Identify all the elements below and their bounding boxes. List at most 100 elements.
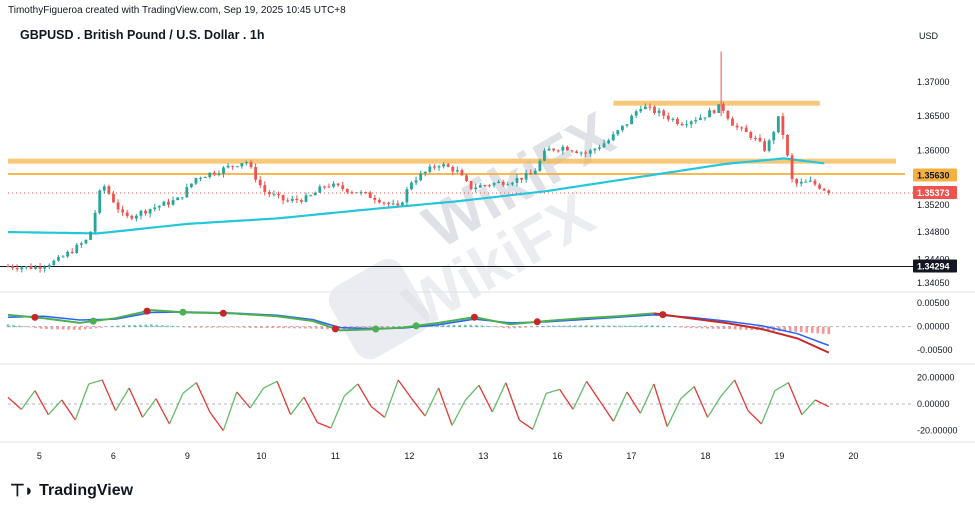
macd-cross-dot xyxy=(179,308,187,316)
macd-histogram-bar xyxy=(717,326,720,329)
candle-body xyxy=(180,197,184,199)
oscillator-line-segment xyxy=(155,398,171,425)
candle-body xyxy=(552,148,556,151)
candle-body xyxy=(795,179,799,184)
candle-body xyxy=(79,243,83,245)
macd-histogram-bar xyxy=(216,326,219,328)
candle-body xyxy=(396,203,400,206)
oscillator-line-segment xyxy=(760,390,776,425)
candle-body xyxy=(364,192,368,194)
candle-body xyxy=(731,118,734,126)
tradingview-logo[interactable]: ⊤◗ TradingView xyxy=(10,481,133,501)
macd-histogram-bar xyxy=(144,324,148,328)
candle-body xyxy=(322,186,326,188)
oscillator-line-segment xyxy=(491,382,507,413)
candle-body xyxy=(212,172,216,175)
candle-body xyxy=(61,256,65,258)
macd-histogram-bar xyxy=(320,326,324,330)
candle-body xyxy=(93,212,97,232)
candle-body xyxy=(813,180,817,185)
macd-axis-tick: 0.00000 xyxy=(917,322,950,332)
macd-histogram-bar xyxy=(397,326,401,328)
macd-histogram-bar xyxy=(72,326,76,330)
macd-histogram-bar xyxy=(667,326,671,328)
candle-body xyxy=(153,207,157,210)
candle-body xyxy=(520,177,523,180)
oscillator-line-segment xyxy=(639,383,655,414)
macd-histogram-bar xyxy=(111,326,114,328)
macd-histogram-bar xyxy=(634,325,638,328)
macd-histogram-bar xyxy=(485,325,489,328)
candle-body xyxy=(345,188,349,193)
oscillator-line-segment xyxy=(61,399,76,421)
candle-body xyxy=(639,109,643,112)
oscillator-line-segment xyxy=(693,386,709,418)
macd-histogram-bar xyxy=(491,326,495,328)
candle-body xyxy=(125,212,129,216)
candle-body xyxy=(598,147,601,149)
candle-body xyxy=(11,266,14,268)
candle-body xyxy=(621,125,624,131)
candle-body xyxy=(721,104,725,111)
candle-body xyxy=(290,198,294,201)
candle-body xyxy=(726,110,730,119)
candle-body xyxy=(391,203,395,205)
oscillator-line-segment xyxy=(532,393,547,430)
oscillator-line-segment xyxy=(249,387,265,409)
oscillator-line-segment xyxy=(586,380,601,402)
resistance-zone xyxy=(8,158,897,164)
price-axis-tick: 1.34400 xyxy=(917,254,950,264)
candle-body xyxy=(474,187,478,190)
macd-histogram-bar xyxy=(618,325,621,328)
macd-histogram-bar xyxy=(28,326,32,328)
oscillator-line-segment xyxy=(7,396,22,410)
candle-body xyxy=(616,130,620,135)
macd-histogram-bar xyxy=(127,325,131,328)
macd-histogram-bar xyxy=(574,325,577,328)
oscillator-axis-tick: 0.00000 xyxy=(917,399,950,409)
candle-body xyxy=(515,177,519,183)
candle-body xyxy=(171,200,175,205)
candle-body xyxy=(405,189,409,203)
candle-body xyxy=(442,164,445,167)
oscillator-line-segment xyxy=(142,398,157,418)
candle-body xyxy=(483,185,487,187)
macd-histogram-bar xyxy=(474,324,478,328)
candle-body xyxy=(735,125,739,128)
macd-histogram-bar xyxy=(39,326,43,329)
macd-histogram-bar xyxy=(265,326,269,328)
candle-body xyxy=(634,111,638,116)
candle-body xyxy=(740,127,744,129)
candle-body xyxy=(107,186,111,194)
time-axis-tick: 5 xyxy=(37,451,42,461)
candle-body xyxy=(698,117,702,121)
price-axis-tick: 1.36500 xyxy=(917,111,950,121)
candle-body xyxy=(38,266,42,269)
candle-body xyxy=(226,165,230,168)
candle-body xyxy=(66,251,70,257)
oscillator-line-segment xyxy=(464,384,480,401)
macd-histogram-bar xyxy=(596,325,599,328)
candle-body xyxy=(139,210,143,216)
macd-histogram-bar xyxy=(750,326,753,331)
moving-average-line xyxy=(8,157,825,235)
macd-histogram-bar xyxy=(706,326,709,329)
macd-histogram-bar xyxy=(810,326,814,333)
macd-histogram-bar xyxy=(89,326,92,329)
time-axis-tick: 9 xyxy=(185,451,190,461)
macd-histogram-bar xyxy=(171,325,175,328)
candle-body xyxy=(455,170,459,172)
macd-cross-dot xyxy=(219,309,227,317)
macd-histogram-bar xyxy=(67,326,70,330)
candle-body xyxy=(689,121,693,125)
macd-histogram-bar xyxy=(78,326,81,330)
candle-body xyxy=(208,172,212,178)
oscillator-line-segment xyxy=(424,387,440,417)
candle-body xyxy=(744,127,748,133)
candle-body xyxy=(6,266,10,268)
macd-histogram-bar xyxy=(326,326,329,330)
watermark-badge xyxy=(328,258,430,360)
macd-histogram-bar xyxy=(309,326,313,329)
candle-body xyxy=(510,182,514,185)
